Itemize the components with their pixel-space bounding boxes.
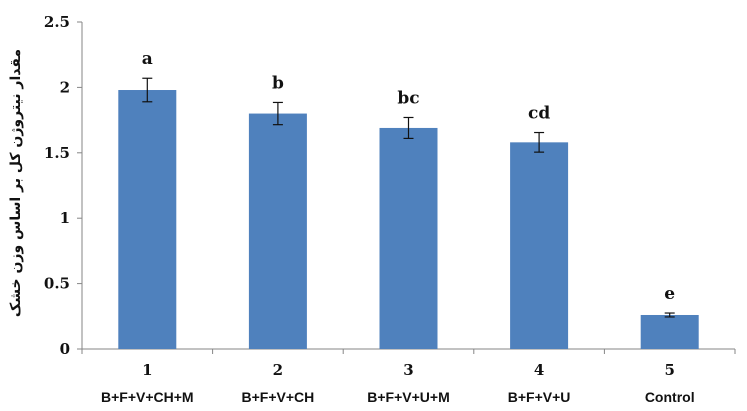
y-tick-label: 1 xyxy=(60,209,70,227)
x-tick-labels: 1 2 3 4 5 xyxy=(142,361,675,379)
y-tick-label: 0 xyxy=(60,340,70,358)
y-tick-labels: 0 0.5 1 1.5 2 2.5 xyxy=(44,13,70,358)
significance-letter: e xyxy=(664,284,675,304)
y-tick-label: 2 xyxy=(60,78,70,96)
x-tick-label: 1 xyxy=(142,361,152,379)
significance-letter: cd xyxy=(528,104,550,124)
x-tick-label: 2 xyxy=(273,361,283,379)
x-tick-label: 5 xyxy=(664,361,674,379)
bar xyxy=(510,142,569,349)
significance-letter: bc xyxy=(397,88,419,108)
category-description: B+F+V+CH+M xyxy=(101,389,194,405)
significance-letter: b xyxy=(272,73,284,93)
category-description: B+F+V+CH xyxy=(242,389,315,405)
y-axis-title: مقدار نیتروژن کل بر اساس وزن خشک xyxy=(8,49,24,317)
y-tick-label: 0.5 xyxy=(44,275,70,293)
bar xyxy=(118,90,177,350)
x-tick-label: 3 xyxy=(403,361,413,379)
bars-layer xyxy=(118,90,699,350)
bar xyxy=(379,127,438,349)
category-description: Control xyxy=(645,389,695,405)
y-tick-label: 2.5 xyxy=(44,13,70,31)
y-tick-label: 1.5 xyxy=(44,144,70,162)
category-description: B+F+V+U xyxy=(508,389,571,405)
bar xyxy=(640,314,699,349)
x-tick-label: 4 xyxy=(534,361,544,379)
axes-layer xyxy=(77,21,736,354)
category-description: B+F+V+U+M xyxy=(367,389,449,405)
category-descriptions-layer: B+F+V+CH+M B+F+V+CH B+F+V+U+M B+F+V+U Contro… xyxy=(101,389,695,405)
significance-letter: a xyxy=(142,49,153,69)
bar xyxy=(248,113,307,349)
significance-letters-layer: a b bc cd e xyxy=(142,49,675,304)
error-bars-layer xyxy=(142,77,675,318)
